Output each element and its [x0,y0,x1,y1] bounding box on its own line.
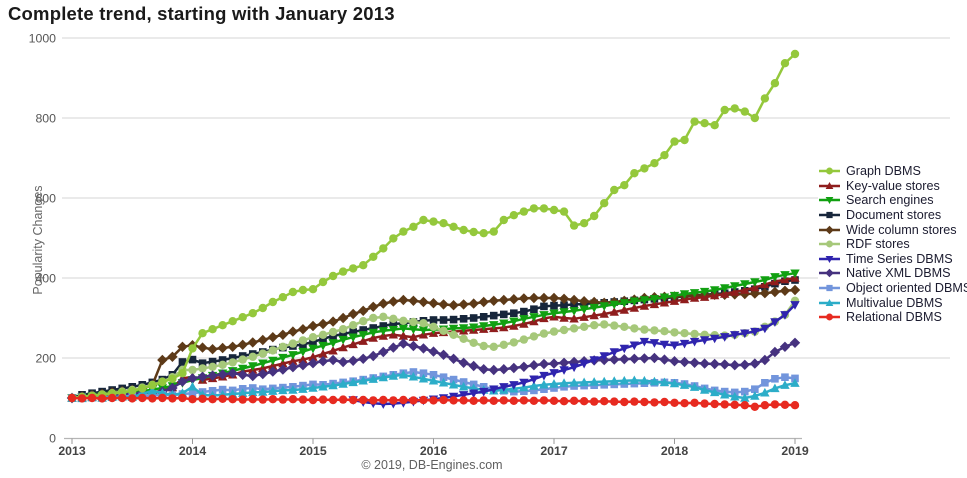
y-axis-title: Popularity Changes [31,185,45,295]
legend-label: Multivalue DBMS [846,295,943,310]
legend-label: Wide column stores [846,222,957,237]
copyright-footer: © 2019, DB-Engines.com [361,458,503,472]
x-tick-label: 2017 [540,444,568,458]
legend-label: Search engines [846,193,934,208]
x-axis: 2013 2014 2015 2016 2017 2018 2019 [58,437,809,458]
legend-item-time-series-dbms: Time Series DBMS [818,252,967,267]
x-tick-label: 2018 [661,444,689,458]
legend-item-relational-dbms: Relational DBMS [818,310,967,325]
legend-label: Graph DBMS [846,164,921,179]
legend-label: Native XML DBMS [846,266,951,281]
legend-label: Relational DBMS [846,310,942,325]
legend-label: Object oriented DBMS [846,281,967,296]
legend-marker-icon [819,284,840,292]
legend-marker-icon [819,167,840,175]
legend-item-object-oriented-dbms: Object oriented DBMS [818,281,967,296]
legend-marker-icon [819,313,840,321]
legend-marker-icon [819,225,840,234]
legend-label: Time Series DBMS [846,251,953,266]
legend: Graph DBMS Key-value stores Search engines… [818,163,967,326]
legend-label: Key-value stores [846,178,940,193]
legend-label: Document stores [846,208,942,223]
y-tick-label: 200 [35,351,56,365]
legend-marker-icon [819,181,840,189]
x-tick-label: 2014 [179,444,207,458]
y-tick-label: 600 [35,191,56,205]
series-rdf-stores [67,296,800,403]
legend-label: RDF stores [846,237,910,252]
legend-item-rdf-stores: RDF stores [818,237,967,252]
legend-marker-icon [819,255,840,263]
x-tick-label: 2015 [299,444,327,458]
legend-marker-icon [819,269,840,278]
y-tick-label: 800 [35,111,56,125]
legend-item-multivalue-dbms: Multivalue DBMS [818,295,967,310]
y-tick-label: 400 [35,271,56,285]
legend-item-native-xml-dbms: Native XML DBMS [818,266,967,281]
gridlines [62,37,950,359]
series-relational-dbms [67,393,800,411]
x-tick-label: 2013 [58,444,86,458]
legend-item-search-engines: Search engines [818,193,967,208]
chart-title: Complete trend, starting with January 20… [8,3,395,24]
legend-item-graph-dbms: Graph DBMS [818,164,967,179]
series-graph-dbms [67,49,800,403]
y-tick-label: 0 [49,431,56,445]
legend-marker-icon [819,240,840,248]
y-tick-label: 1000 [29,31,57,45]
legend-marker-icon [819,197,840,205]
legend-item-key-value-stores: Key-value stores [818,179,967,194]
y-tick-labels: 0 200 400 600 800 1000 [29,31,57,445]
x-tick-label: 2019 [781,444,809,458]
legend-marker-icon [819,211,840,219]
legend-marker-icon [819,298,840,306]
x-tick-label: 2016 [420,444,448,458]
legend-item-wide-column-stores: Wide column stores [818,222,967,237]
legend-item-document-stores: Document stores [818,208,967,223]
